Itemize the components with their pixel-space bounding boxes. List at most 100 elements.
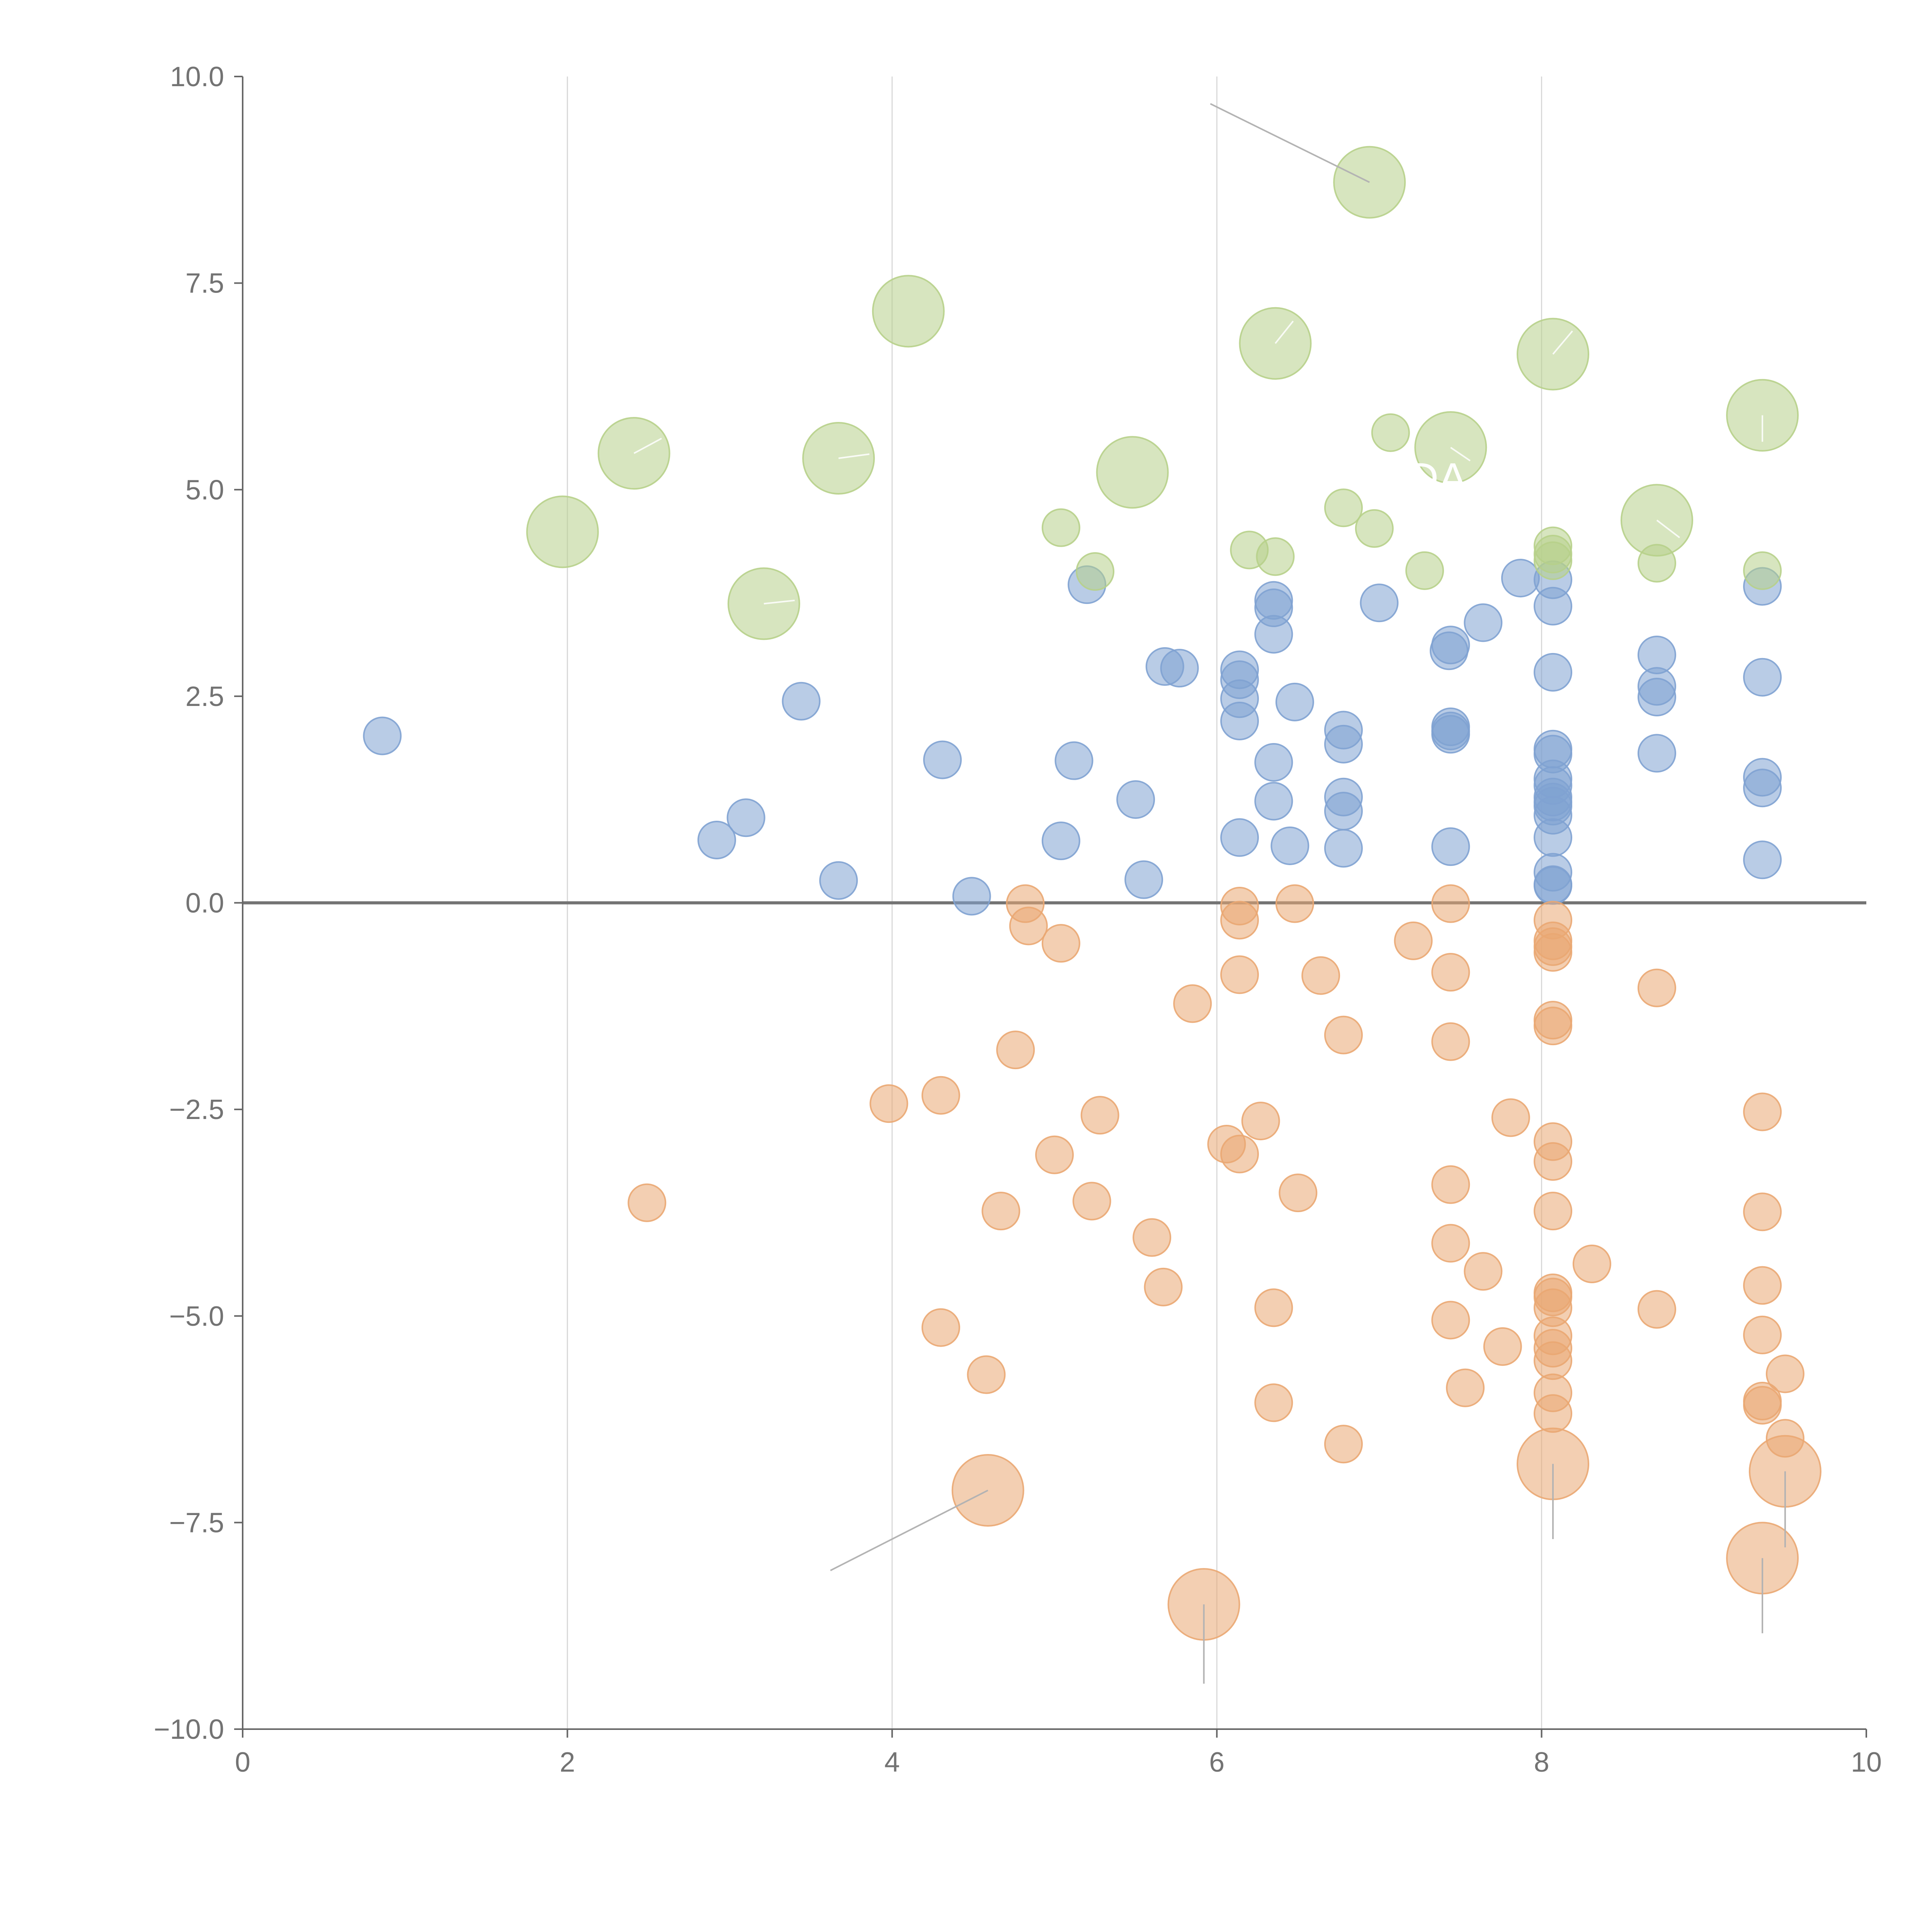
negative-point-45 xyxy=(1534,1007,1573,1046)
negative-point-12 xyxy=(1080,1096,1119,1135)
negative-point-26 xyxy=(1301,956,1340,995)
positive-point-30 xyxy=(1324,829,1363,868)
negative-point-31 xyxy=(1431,953,1470,992)
positive-point-27 xyxy=(1324,724,1363,764)
leader-line-0 xyxy=(1210,103,1370,183)
negative-point-38 xyxy=(1483,1327,1522,1366)
positive-point-5 xyxy=(923,740,962,779)
highlight-point-7 xyxy=(1405,551,1444,590)
highlight-point-4 xyxy=(1324,488,1363,527)
negative-point-29 xyxy=(1394,921,1433,960)
negative-point-56 xyxy=(1534,1394,1573,1433)
x-tick-label-4: 8 xyxy=(1534,1747,1549,1778)
highlight-point-5 xyxy=(1355,509,1394,548)
negative-point-1 xyxy=(869,1084,908,1123)
negative-point-47 xyxy=(1534,1142,1573,1181)
negative-point-15 xyxy=(1173,984,1212,1023)
highlight-point-10 xyxy=(1534,541,1573,580)
large-highlight-point-0 xyxy=(526,495,599,568)
negative-point-9 xyxy=(1041,924,1080,963)
negative-point-30 xyxy=(1431,884,1470,923)
negative-point-61 xyxy=(1743,1192,1782,1231)
positive-point-18 xyxy=(1220,818,1259,857)
large-highlight-point-7 xyxy=(1333,146,1406,219)
highlight-point-12 xyxy=(1743,551,1782,590)
highlight-point-6 xyxy=(1371,413,1410,452)
leader-line-10 xyxy=(1450,447,1471,462)
leader-line-6 xyxy=(633,437,662,454)
negative-point-39 xyxy=(1491,1098,1530,1137)
negative-point-13 xyxy=(1133,1218,1172,1257)
positive-point-8 xyxy=(1054,741,1094,780)
positive-point-33 xyxy=(1431,626,1470,665)
negative-point-21 xyxy=(1241,1102,1280,1141)
negative-point-43 xyxy=(1534,933,1573,972)
positive-point-0 xyxy=(363,716,402,755)
negative-point-8 xyxy=(1009,906,1048,946)
negative-point-57 xyxy=(1572,1245,1611,1284)
negative-point-37 xyxy=(1464,1252,1503,1291)
positive-point-6 xyxy=(952,877,991,916)
negative-point-33 xyxy=(1431,1165,1470,1204)
positive-point-63 xyxy=(1743,840,1782,879)
highlight-point-0 xyxy=(1041,508,1080,547)
large-highlight-point-9 xyxy=(1517,318,1590,391)
positive-point-37 xyxy=(1431,827,1470,866)
positive-point-51 xyxy=(1534,818,1573,857)
negative-point-36 xyxy=(1446,1368,1485,1407)
large-highlight-point-4 xyxy=(872,275,945,348)
annotation-label: DA xyxy=(1408,454,1467,502)
negative-point-3 xyxy=(921,1308,960,1347)
positive-point-57 xyxy=(1637,678,1676,717)
positive-point-2 xyxy=(726,798,765,837)
leader-line-8 xyxy=(838,453,870,459)
negative-point-23 xyxy=(1254,1383,1293,1422)
negative-point-24 xyxy=(1275,884,1314,923)
x-tick-label-5: 10 xyxy=(1851,1747,1882,1778)
x-tick-label-2: 4 xyxy=(884,1747,900,1778)
positive-point-4 xyxy=(819,861,858,900)
negative-point-62 xyxy=(1743,1266,1782,1305)
negative-point-20 xyxy=(1220,955,1259,994)
negative-point-19 xyxy=(1220,901,1259,940)
x-tick-label-1: 2 xyxy=(560,1747,575,1778)
negative-point-32 xyxy=(1431,1022,1470,1061)
negative-point-65 xyxy=(1743,1386,1782,1425)
positive-point-7 xyxy=(1041,821,1080,861)
positive-point-13 xyxy=(1160,649,1199,688)
bubble-layer xyxy=(363,146,1821,1641)
positive-point-24 xyxy=(1270,826,1310,865)
negative-point-5 xyxy=(981,1192,1020,1231)
positive-point-36 xyxy=(1431,715,1470,754)
y-axis-ticks: −10.0 −7.5 −5.0 −2.5 0.0 2.5 5.0 7.5 10.0 xyxy=(154,61,243,1745)
negative-point-27 xyxy=(1324,1015,1363,1054)
negative-point-35 xyxy=(1431,1301,1470,1340)
negative-point-59 xyxy=(1637,1290,1676,1329)
negative-point-14 xyxy=(1144,1267,1183,1306)
y-tick-label-8: 10.0 xyxy=(170,61,224,92)
positive-point-25 xyxy=(1275,682,1314,721)
leader-line-1 xyxy=(830,1490,988,1571)
positive-point-22 xyxy=(1254,743,1293,782)
negative-point-11 xyxy=(1072,1182,1111,1221)
positive-point-11 xyxy=(1124,860,1163,899)
positive-point-3 xyxy=(782,682,821,721)
y-tick-label-5: 2.5 xyxy=(185,681,224,712)
leader-line-7 xyxy=(764,599,795,605)
leader-line-layer xyxy=(633,103,1786,1684)
negative-point-4 xyxy=(967,1355,1006,1394)
y-tick-label-3: −2.5 xyxy=(169,1094,224,1125)
negative-point-10 xyxy=(1035,1135,1074,1174)
y-tick-label-4: 0.0 xyxy=(185,888,224,919)
negative-point-60 xyxy=(1743,1092,1782,1131)
y-tick-label-0: −10.0 xyxy=(154,1714,224,1745)
positive-point-42 xyxy=(1534,653,1573,692)
negative-point-0 xyxy=(628,1183,667,1222)
negative-point-2 xyxy=(921,1076,960,1115)
negative-point-28 xyxy=(1324,1425,1363,1464)
negative-point-66 xyxy=(1765,1354,1804,1393)
positive-point-62 xyxy=(1743,769,1782,808)
positive-point-17 xyxy=(1220,702,1259,741)
y-tick-label-2: −5.0 xyxy=(169,1301,224,1332)
